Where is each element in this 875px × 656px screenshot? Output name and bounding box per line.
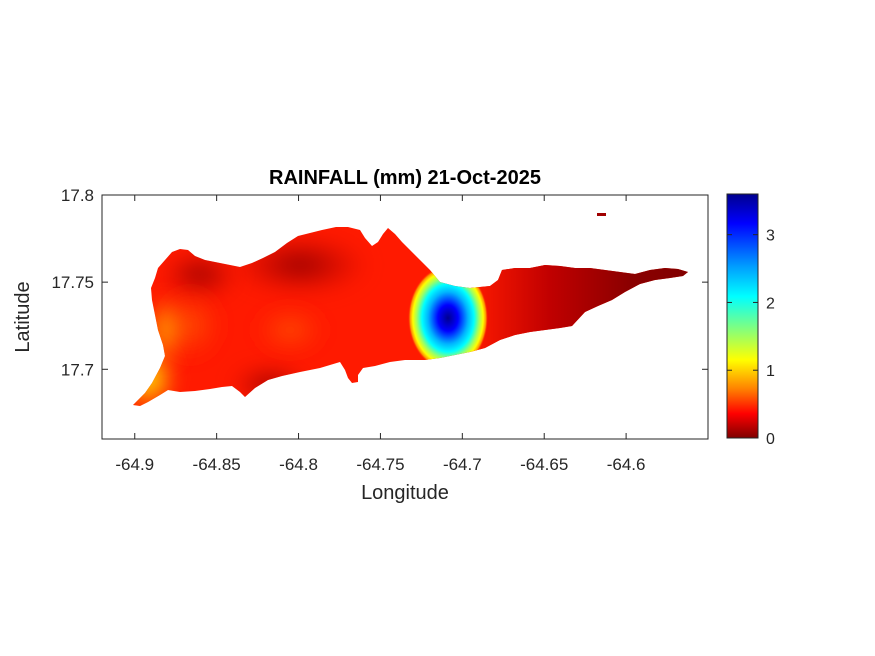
x-tick-label: -64.75 (356, 455, 404, 474)
x-tick-label: -64.7 (443, 455, 482, 474)
colorbar-ticks: 0 1 2 3 (727, 228, 775, 448)
x-tick-label: -64.6 (607, 455, 646, 474)
x-tick-label: -64.9 (115, 455, 154, 474)
y-axis-ticks: 17.7 17.75 17.8 (51, 186, 708, 379)
colorbar (726, 193, 759, 439)
axes-box (101, 194, 709, 440)
x-tick-label: -64.65 (520, 455, 568, 474)
y-axis-label: Latitude (12, 281, 34, 352)
y-tick-label: 17.7 (61, 360, 94, 379)
colorbar-tick-label: 2 (766, 295, 775, 312)
orange-area-center (250, 305, 330, 355)
x-tick-label: -64.85 (193, 455, 241, 474)
y-tick-label: 17.75 (51, 273, 94, 292)
small-cay (597, 213, 606, 216)
rainfall-peak-blob (408, 266, 488, 370)
colorbar-tick-label: 1 (766, 363, 775, 380)
y-tick-label: 17.8 (61, 186, 94, 205)
x-axis-label: Longitude (361, 482, 449, 504)
chart-title: RAINFALL (mm) 21-Oct-2025 (269, 167, 541, 189)
colorbar-tick-label: 3 (766, 228, 775, 245)
x-tick-label: -64.8 (279, 455, 318, 474)
x-axis-ticks: -64.9 -64.85 -64.8 -64.75 -64.7 -64.65 -64.6 (115, 195, 645, 474)
colorbar-tick-label: 0 (766, 431, 775, 448)
